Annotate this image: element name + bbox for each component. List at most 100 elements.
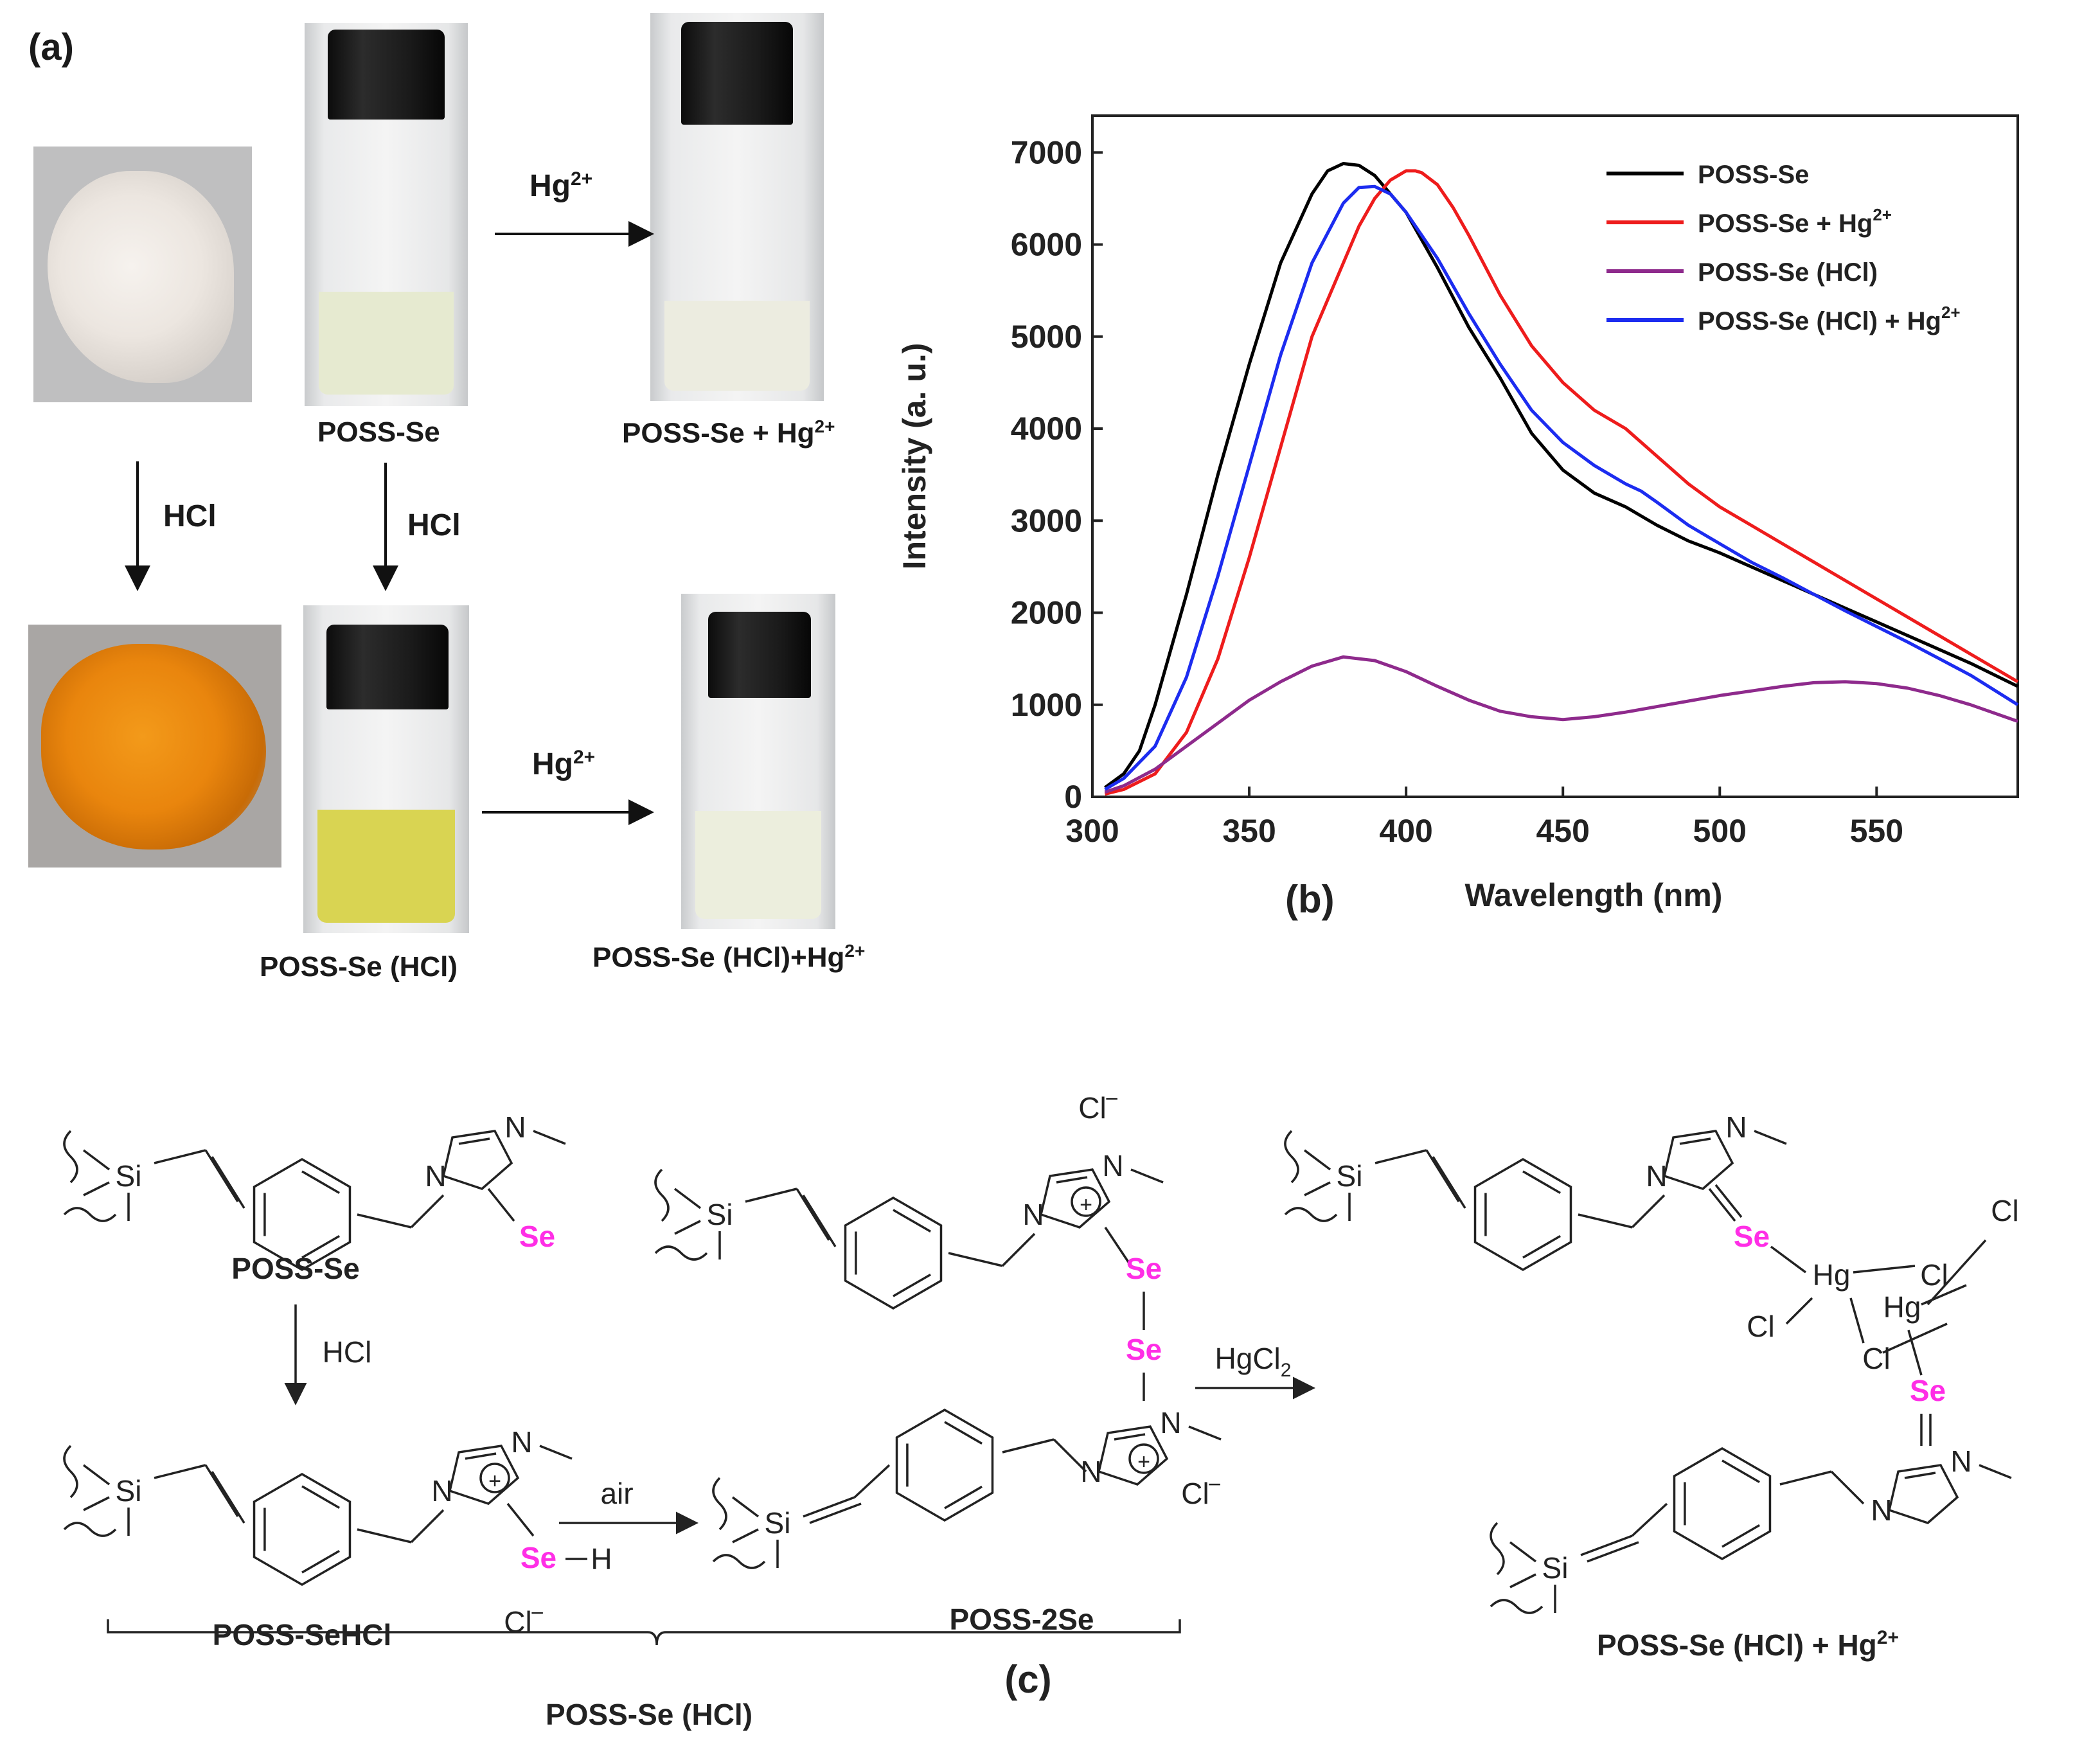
bond	[1853, 1265, 1916, 1274]
wavy-bond	[63, 1445, 78, 1499]
bond	[1375, 1149, 1427, 1164]
x-tick-label: 550	[1850, 813, 1903, 849]
nitrogen-atom: N	[1102, 1149, 1123, 1182]
legend-entry: POSS-Se + Hg2+	[1698, 205, 1892, 238]
methyl-bond	[1188, 1425, 1222, 1441]
plus-sign: +	[488, 1469, 501, 1493]
si-bond	[82, 1149, 111, 1171]
si-bond	[674, 1220, 701, 1235]
bond	[1432, 1156, 1466, 1209]
x-tick-label: 350	[1222, 813, 1276, 849]
plus-sign: +	[1080, 1193, 1092, 1217]
bond	[1053, 1438, 1087, 1473]
reagent-hcl: HCl	[323, 1335, 372, 1369]
bond	[1002, 1438, 1054, 1454]
y-tick-label: 3000	[1011, 503, 1082, 538]
bond	[745, 1188, 797, 1203]
selenium-atom: Se	[1910, 1374, 1946, 1407]
panel-a-label: (a)	[28, 26, 74, 68]
selenium-atom: Se	[521, 1541, 556, 1574]
bond	[1770, 1245, 1807, 1274]
methyl-bond	[1130, 1168, 1164, 1184]
name-poss-se-hcl-group: POSS-Se (HCl)	[546, 1698, 752, 1731]
bond	[1779, 1470, 1832, 1486]
benzene-ring	[1473, 1157, 1572, 1272]
aromatic-bond	[893, 1209, 931, 1233]
plot-frame	[1091, 114, 2019, 798]
si-bond	[1304, 1181, 1331, 1197]
bond	[1587, 1541, 1639, 1563]
name-poss-2se: POSS-2Se	[950, 1603, 1094, 1636]
vial-poss-se	[305, 23, 468, 406]
x-tick-label: 450	[1536, 813, 1589, 849]
x-tick-label: 300	[1065, 813, 1119, 849]
y-tick-label: 1000	[1011, 687, 1082, 723]
wavy-bond	[63, 1522, 117, 1537]
silicon-atom: Si	[1337, 1159, 1363, 1193]
selenium-atom: Se	[1126, 1333, 1162, 1366]
wavy-bond	[63, 1207, 117, 1222]
bond	[1926, 1239, 1987, 1306]
aromatic-bond	[1522, 1170, 1561, 1194]
nitrogen-atom: N	[1080, 1455, 1101, 1488]
selenium-atom: Se	[519, 1220, 555, 1253]
nitrogen-atom: N	[1871, 1493, 1892, 1527]
chlorine-atom: Cl	[1747, 1310, 1774, 1343]
methyl-bond	[533, 1130, 566, 1145]
silicon-atom: Si	[707, 1198, 733, 1231]
panel-b-label: (b)	[1285, 878, 1335, 921]
benzene-ring	[1673, 1446, 1772, 1561]
chlorine-atom: Cl	[1920, 1258, 1948, 1292]
bond	[1785, 1297, 1813, 1325]
bond	[948, 1252, 1003, 1267]
nitrogen-atom: N	[1160, 1406, 1181, 1439]
reagent-hgcl2: HgCl2	[1215, 1342, 1292, 1381]
bond	[410, 1509, 445, 1544]
wavy-bond	[1284, 1130, 1299, 1184]
fluorescence-chart: 300 350 400 450 500 550 0 1000 2000 3000 4000 5000 6…	[896, 114, 2019, 921]
silicon-atom: Si	[765, 1506, 791, 1540]
minus-sign: −	[1207, 1471, 1221, 1497]
panel-a-arrows	[125, 221, 654, 825]
selenium-atom: Se	[1126, 1252, 1162, 1285]
bond	[1849, 1297, 1865, 1344]
wavy-bond	[654, 1245, 708, 1261]
label-poss-se-hcl-hg: POSS-Se (HCl)+Hg2+	[592, 941, 866, 974]
wavy-bond	[712, 1477, 727, 1531]
aromatic-bond	[1722, 1459, 1760, 1483]
grouping-brace	[107, 1619, 1181, 1646]
bond	[809, 1502, 862, 1524]
nitrogen-atom: N	[504, 1110, 526, 1144]
y-tick-label: 0	[1064, 779, 1082, 815]
y-axis-label: Intensity (a. u.)	[896, 343, 932, 570]
bond	[1001, 1233, 1036, 1267]
wavy-bond	[1490, 1522, 1505, 1576]
series-line	[1104, 162, 2019, 789]
si-bond	[82, 1464, 111, 1486]
bond	[1708, 1188, 1736, 1222]
nitrogen-atom: N	[1725, 1110, 1747, 1144]
double-bond	[1056, 1176, 1088, 1184]
mercury-atom: Hg	[1813, 1258, 1851, 1292]
benzene-ring	[253, 1472, 351, 1587]
chlorine-atom: Cl	[1991, 1194, 2018, 1227]
nitrogen-atom: N	[425, 1159, 446, 1193]
bond	[487, 1188, 515, 1222]
wavy-bond	[63, 1130, 78, 1184]
si-bond	[732, 1528, 759, 1544]
label-poss-se-hcl: POSS-Se (HCl)	[260, 951, 458, 983]
nitrogen-atom: N	[1646, 1159, 1667, 1193]
arrow-label-hg-bottom: Hg2+	[532, 747, 596, 781]
benzene-ring	[253, 1157, 351, 1272]
selenium-atom: Se	[1734, 1220, 1770, 1253]
si-bond	[83, 1181, 110, 1197]
x-tick-label: 500	[1693, 813, 1747, 849]
benzene-ring	[844, 1196, 943, 1310]
aromatic-bond	[1722, 1524, 1760, 1548]
bond	[1104, 1227, 1132, 1267]
bond	[1882, 1322, 1948, 1354]
wavy-bond	[654, 1168, 670, 1222]
double-bond	[1114, 1433, 1146, 1441]
aromatic-bond	[301, 1550, 340, 1574]
bond	[1580, 1535, 1633, 1556]
